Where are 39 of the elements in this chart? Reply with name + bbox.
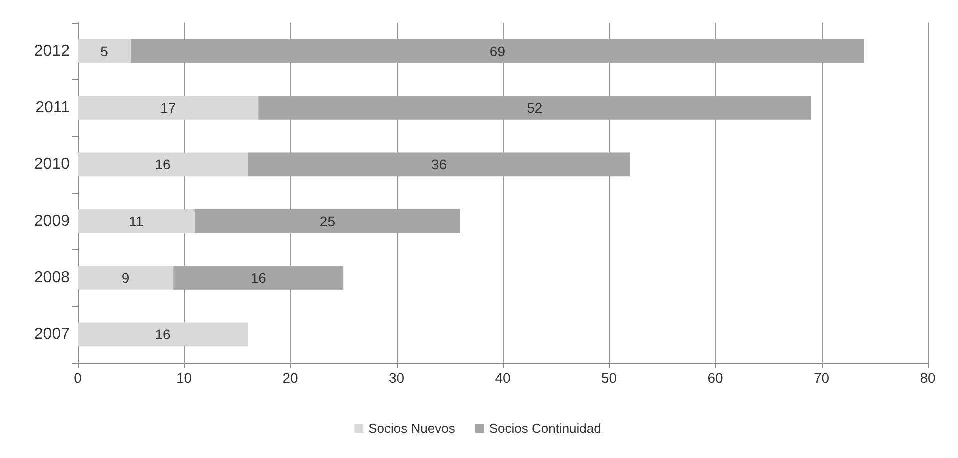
data-label: 11 bbox=[129, 213, 144, 230]
data-label: 25 bbox=[320, 213, 336, 230]
bar bbox=[248, 152, 630, 177]
bar bbox=[194, 209, 460, 234]
bar bbox=[78, 152, 248, 177]
data-label: 16 bbox=[155, 156, 171, 173]
y-tick-label: 2009 bbox=[34, 212, 70, 230]
x-tick-label: 70 bbox=[814, 370, 830, 386]
data-label: 9 bbox=[122, 270, 130, 286]
bar bbox=[131, 39, 864, 64]
data-label: 52 bbox=[527, 100, 543, 116]
data-label: 5 bbox=[100, 43, 109, 60]
y-tick-label: 2007 bbox=[34, 326, 70, 344]
data-label: 69 bbox=[490, 43, 506, 60]
bar bbox=[258, 96, 812, 120]
y-tick-label: 2012 bbox=[34, 42, 70, 60]
y-tick-label: 2011 bbox=[36, 100, 70, 116]
legend-label: Socios Nuevos bbox=[368, 421, 456, 436]
x-tick-label: 30 bbox=[388, 370, 405, 386]
y-tick-label: 2010 bbox=[34, 156, 70, 174]
x-tick-label: 50 bbox=[601, 370, 618, 386]
bar bbox=[174, 266, 344, 290]
x-tick-label: 20 bbox=[282, 370, 298, 386]
data-label: 17 bbox=[160, 100, 176, 116]
bar bbox=[78, 96, 259, 120]
data-label: 36 bbox=[431, 156, 448, 173]
x-tick-label: 0 bbox=[74, 370, 82, 386]
legend-label: Socios Continuidad bbox=[489, 421, 602, 436]
bar bbox=[78, 209, 195, 234]
x-tick-label: 10 bbox=[176, 370, 192, 386]
x-tick-label: 60 bbox=[708, 370, 724, 386]
data-label: 16 bbox=[250, 270, 267, 286]
y-tick-label: 2008 bbox=[34, 270, 70, 286]
bar bbox=[78, 322, 248, 347]
bar bbox=[78, 39, 132, 64]
data-label: 16 bbox=[155, 326, 171, 343]
x-tick-label: 80 bbox=[920, 370, 936, 386]
x-tick-label: 40 bbox=[495, 370, 511, 386]
bar bbox=[78, 266, 174, 290]
